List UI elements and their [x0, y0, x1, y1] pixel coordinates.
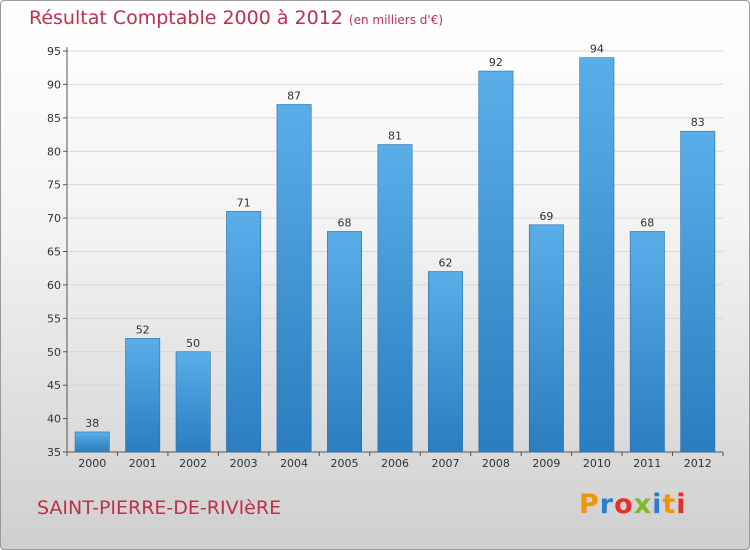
x-tick-label-2011: 2011: [633, 457, 661, 470]
value-label-2001: 52: [136, 323, 150, 336]
y-tick-label: 65: [47, 246, 61, 259]
value-label-2009: 69: [539, 210, 553, 223]
proxiti-logo: Proxiti: [579, 489, 687, 520]
y-tick-label: 90: [47, 78, 61, 91]
y-tick-label: 70: [47, 212, 61, 225]
chart-subtitle: (en milliers d'€): [348, 13, 444, 27]
x-tick-label-2009: 2009: [532, 457, 560, 470]
x-tick-label-2005: 2005: [331, 457, 359, 470]
logo-letter: x: [633, 489, 653, 520]
y-tick-label: 95: [47, 45, 61, 58]
y-tick-label: 85: [47, 112, 61, 125]
x-tick-label-2000: 2000: [78, 457, 106, 470]
bar-2007: [428, 271, 463, 453]
x-tick-label-2012: 2012: [684, 457, 712, 470]
logo-letter: i: [676, 489, 687, 520]
bar-2000: [74, 431, 110, 453]
bar-2009: [528, 224, 564, 453]
place-name: SAINT-PIERRE-DE-RIVIèRE: [37, 497, 282, 519]
value-label-2007: 62: [438, 257, 452, 270]
value-label-2012: 83: [691, 116, 705, 129]
y-tick-label: 80: [47, 145, 61, 158]
x-tick-label-2002: 2002: [179, 457, 207, 470]
y-tick-label: 40: [47, 413, 61, 426]
value-label-2003: 71: [237, 196, 251, 209]
x-tick-label-2003: 2003: [230, 457, 258, 470]
value-label-2010: 94: [590, 43, 604, 56]
chart-title: Résultat Comptable 2000 à 2012 (en millie…: [29, 7, 443, 29]
y-tick-label: 55: [47, 312, 61, 325]
x-tick-label-2008: 2008: [482, 457, 510, 470]
labels: 35 40 45 50 55 60 65 70 75 80 85 90 95 38 2000 52 2001 50…: [47, 43, 712, 470]
logo-letter: i: [652, 489, 663, 520]
x-tick-label-2006: 2006: [381, 457, 409, 470]
x-tick-label-2004: 2004: [280, 457, 308, 470]
logo-letter: t: [662, 489, 677, 520]
x-tick-label-2010: 2010: [583, 457, 611, 470]
logo-letter: P: [579, 489, 600, 520]
logo-letter: o: [614, 489, 634, 520]
logo-letter: r: [599, 489, 615, 520]
x-tick-label-2007: 2007: [431, 457, 459, 470]
value-label-2011: 68: [640, 216, 654, 229]
value-label-2006: 81: [388, 130, 402, 143]
chart-title-text: Résultat Comptable 2000 à 2012: [29, 7, 343, 29]
y-tick-label: 45: [47, 379, 61, 392]
y-tick-label: 50: [47, 346, 61, 359]
x-tick-label-2001: 2001: [129, 457, 157, 470]
value-label-2008: 92: [489, 56, 503, 69]
bar-2008: [478, 70, 514, 453]
value-label-2000: 38: [85, 417, 99, 430]
bar-2006: [377, 144, 413, 453]
bar-2005: [327, 231, 362, 453]
bar-2012: [680, 130, 716, 453]
bars: [74, 57, 716, 453]
bar-2010: [579, 57, 615, 453]
y-tick-label: 60: [47, 279, 61, 292]
y-tick-label: 75: [47, 179, 61, 192]
bar-2004: [276, 104, 312, 453]
y-tick-label: 35: [47, 446, 61, 459]
value-label-2005: 68: [338, 216, 352, 229]
value-label-2004: 87: [287, 89, 301, 102]
value-label-2002: 50: [186, 337, 200, 350]
bar-2001: [125, 338, 161, 453]
bar-2003: [226, 211, 262, 453]
bar-2011: [629, 231, 665, 453]
bar-2002: [175, 351, 211, 453]
